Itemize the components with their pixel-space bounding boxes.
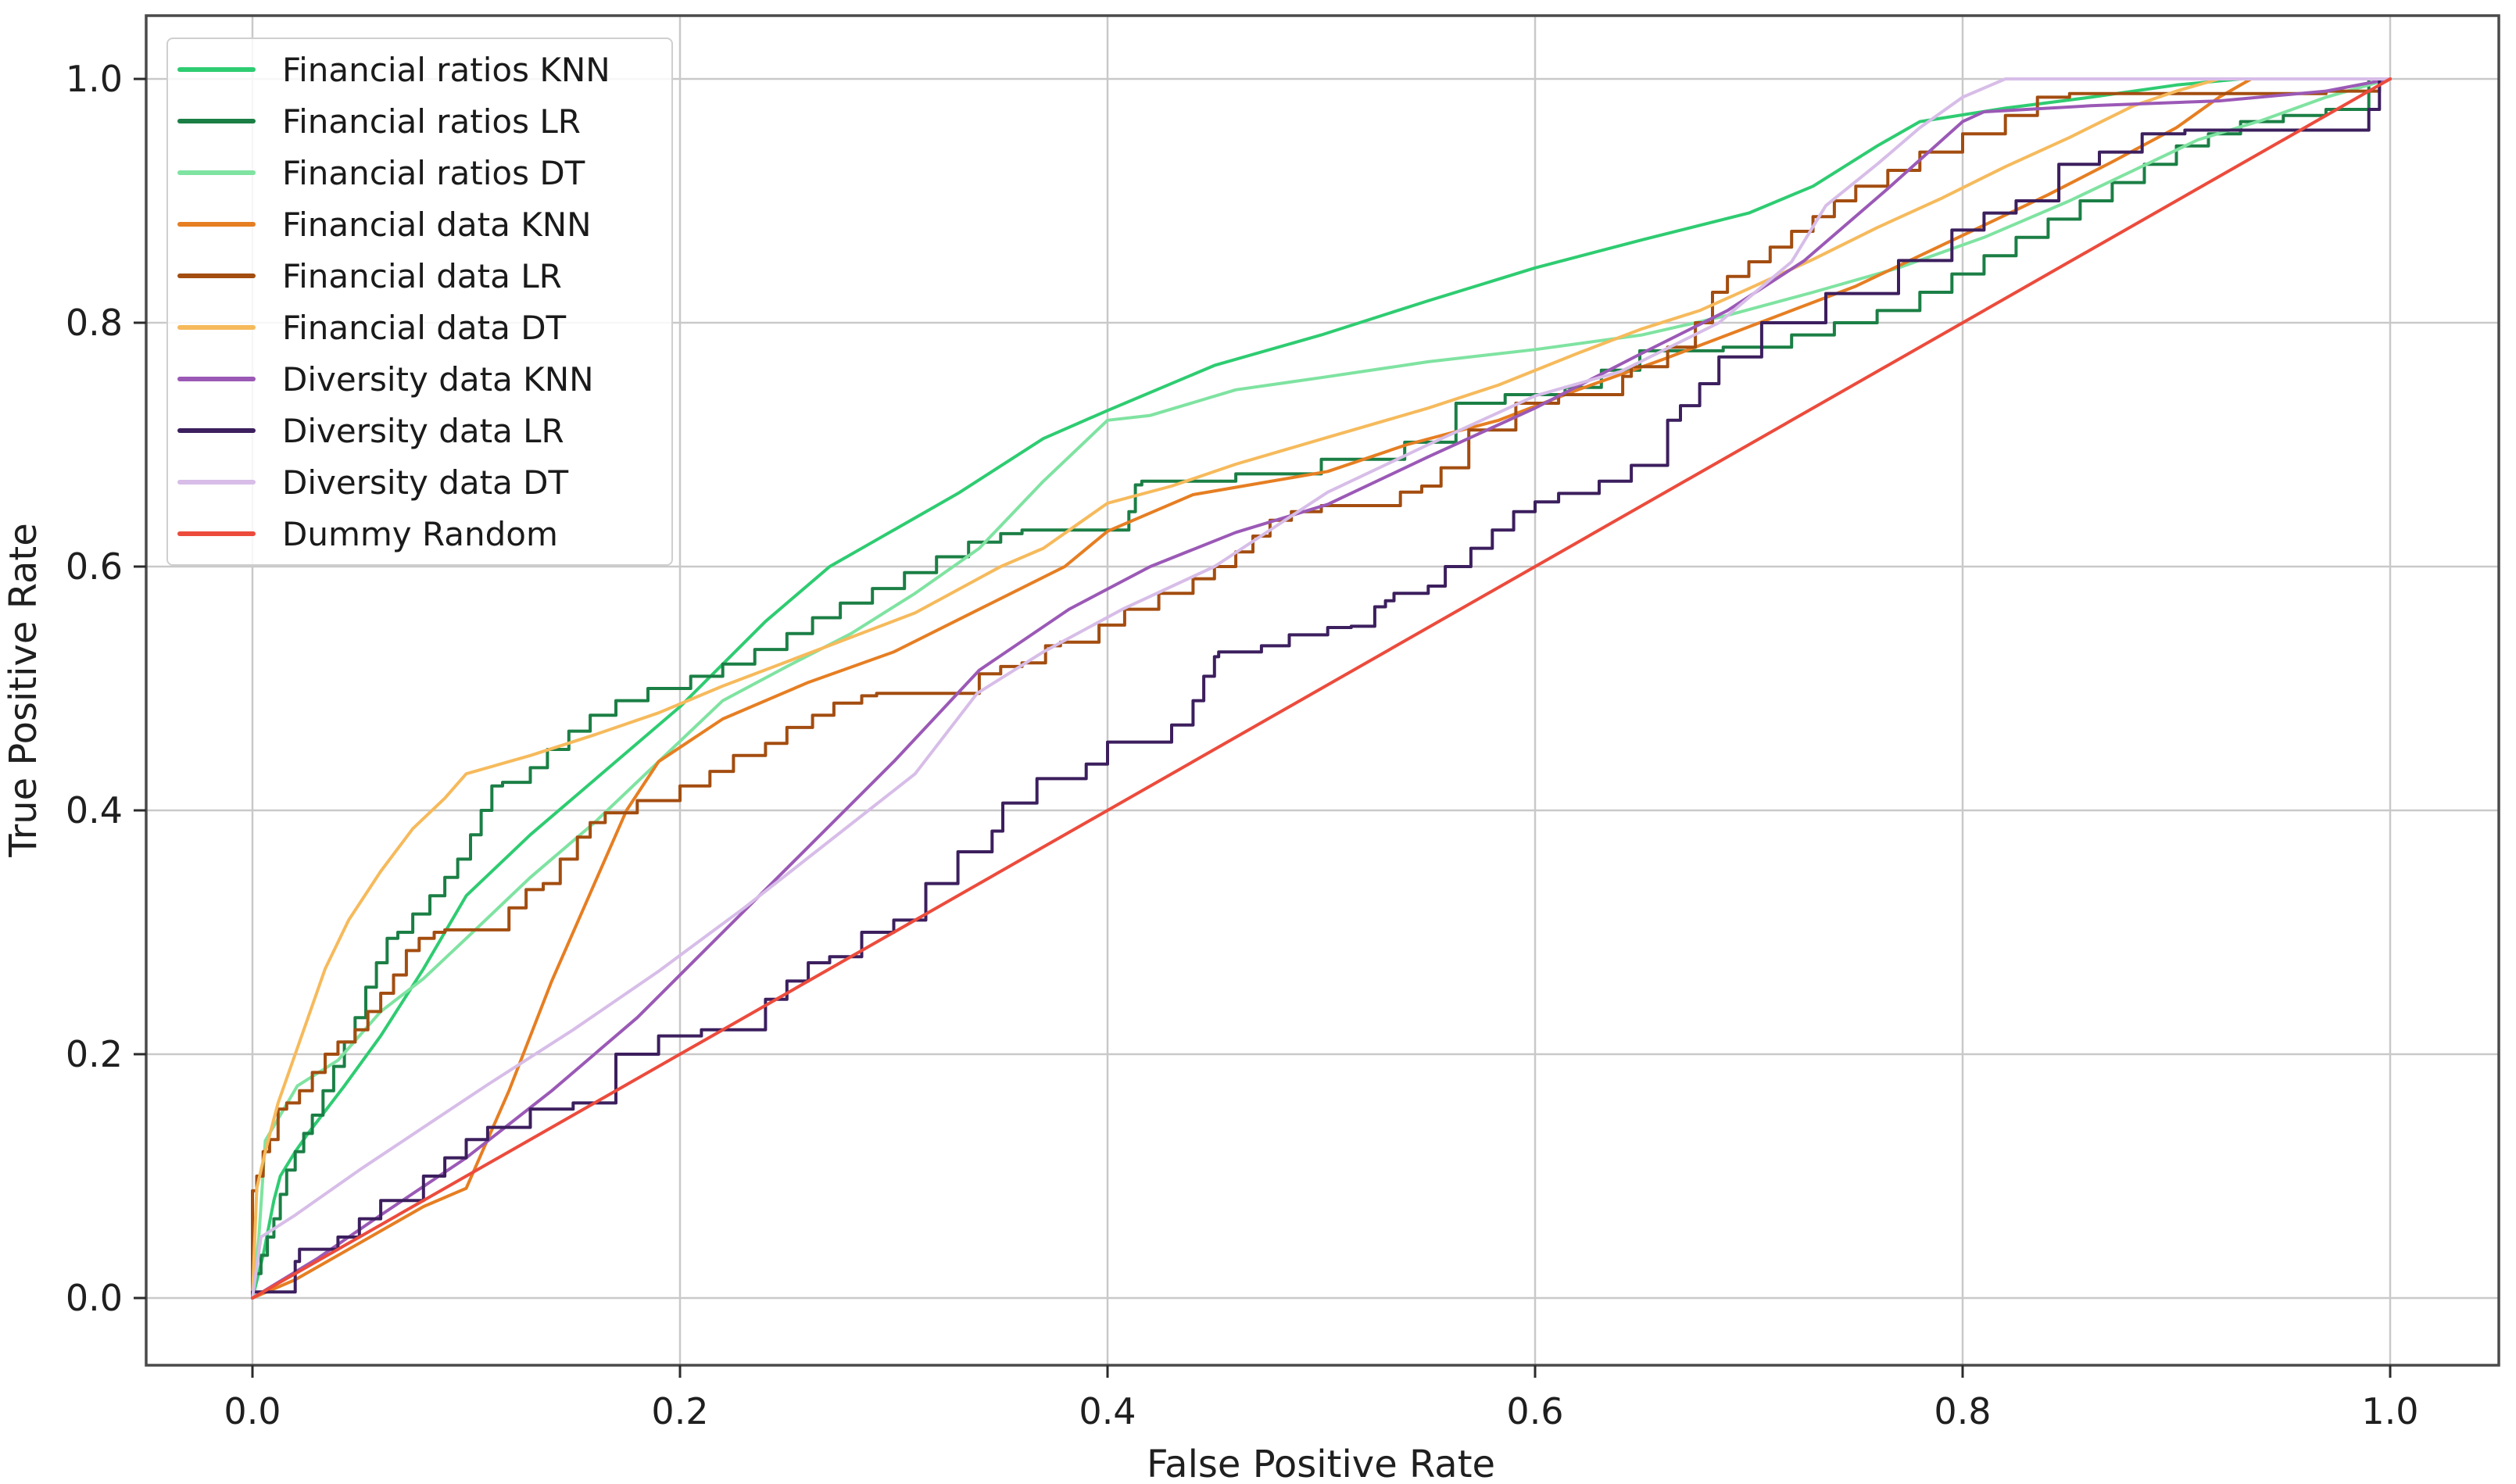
x-axis-label: False Positive Rate: [1146, 1443, 1496, 1484]
legend-label: Diversity data LR: [282, 411, 564, 450]
x-tick-label: 0.2: [651, 1390, 708, 1432]
legend-swatch: [177, 377, 256, 381]
legend-item-3: Financial ratios DT: [177, 147, 671, 198]
x-tick-label: 0.4: [1079, 1390, 1136, 1432]
legend-label: Financial ratios KNN: [282, 50, 610, 89]
legend-label: Financial data DT: [282, 308, 567, 347]
legend-swatch: [177, 222, 256, 227]
legend-item-4: Financial data KNN: [177, 198, 671, 250]
legend-label: Dummy Random: [282, 514, 558, 553]
axes-frame: [145, 14, 2500, 1367]
curve-financial-ratios-knn: [251, 77, 2392, 1300]
legend-label: Diversity data DT: [282, 463, 569, 502]
legend-swatch: [177, 67, 256, 72]
curve-financial-data-dt: [251, 77, 2392, 1300]
legend-label: Financial data LR: [282, 256, 562, 295]
x-tick-label: 0.0: [224, 1390, 281, 1432]
y-tick-label: 0.2: [66, 1033, 123, 1075]
legend-item-5: Financial data LR: [177, 250, 671, 302]
x-tick-label: 0.6: [1506, 1390, 1563, 1432]
legend-swatch: [177, 119, 256, 123]
legend-swatch: [177, 428, 256, 433]
x-tick-label: 0.8: [1934, 1390, 1991, 1432]
legend-item-2: Financial ratios LR: [177, 95, 671, 147]
curve-diversity-data-dt: [251, 77, 2392, 1300]
legend-swatch: [177, 170, 256, 175]
legend-swatch: [177, 531, 256, 536]
x-tick-label: 1.0: [2361, 1390, 2418, 1432]
legend-label: Diversity data KNN: [282, 359, 594, 399]
legend-item-9: Diversity data DT: [177, 456, 671, 508]
y-tick-label: 0.6: [66, 545, 123, 588]
legend-item-8: Diversity data LR: [177, 405, 671, 456]
legend-item-7: Diversity data KNN: [177, 353, 671, 405]
y-tick-label: 0.0: [66, 1277, 123, 1319]
y-tick-label: 0.8: [66, 302, 123, 344]
legend-swatch: [177, 480, 256, 485]
legend-label: Financial ratios DT: [282, 153, 585, 192]
legend-label: Financial ratios LR: [282, 102, 581, 141]
legend-item-6: Financial data DT: [177, 302, 671, 353]
y-axis-label: True Positive Rate: [2, 523, 45, 857]
curve-dummy-random: [251, 77, 2392, 1300]
legend-swatch: [177, 325, 256, 330]
curve-financial-data-lr: [251, 77, 2392, 1300]
curve-diversity-data-lr: [251, 77, 2392, 1300]
curve-financial-ratios-dt: [251, 77, 2392, 1300]
y-tick-label: 1.0: [66, 58, 123, 100]
legend: Financial ratios KNN Financial ratios LR F…: [166, 38, 673, 566]
legend-label: Financial data KNN: [282, 205, 592, 244]
legend-item-10: Dummy Random: [177, 508, 671, 560]
curve-diversity-data-knn: [251, 77, 2392, 1300]
legend-item-1: Financial ratios KNN: [177, 44, 671, 95]
y-tick-label: 0.4: [66, 789, 123, 831]
legend-swatch: [177, 274, 256, 278]
